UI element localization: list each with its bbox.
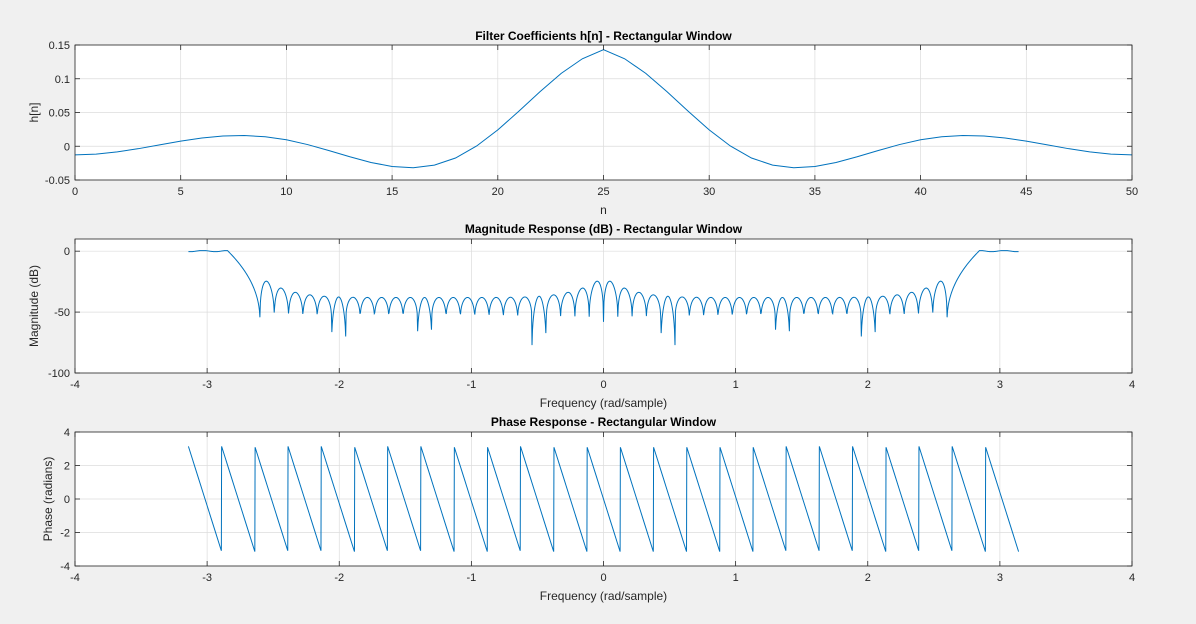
x-tick-label: 40 (914, 186, 926, 198)
x-tick-label: 3 (997, 379, 1003, 391)
x-tick-label: 0 (600, 379, 606, 391)
x-tick-label: -3 (202, 379, 212, 391)
subplot-magnitude: -4 -3 -2 -1 0 1 2 3 4 -100 -50 0 Magnitude Respons… (27, 222, 1135, 410)
y-tick-label: 2 (64, 461, 70, 473)
y-tick-label: -50 (54, 307, 70, 319)
x-ticks: -4 -3 -2 -1 0 1 2 3 4 (70, 432, 1135, 584)
y-tick-label: 0.15 (49, 40, 70, 52)
y-tick-label: 0.1 (55, 74, 70, 86)
x-ticks: -4 -3 -2 -1 0 1 2 3 4 (70, 239, 1135, 391)
x-tick-label: -2 (334, 572, 344, 584)
y-ticks: -0.05 0 0.05 0.1 0.15 (45, 40, 1132, 187)
y-tick-label: 4 (64, 427, 70, 439)
x-tick-label: 10 (280, 186, 292, 198)
x-tick-label: 1 (733, 572, 739, 584)
x-tick-label: 0 (72, 186, 78, 198)
x-tick-label: -4 (70, 379, 80, 391)
y-tick-label: -0.05 (45, 175, 70, 187)
y-tick-label: -2 (60, 528, 70, 540)
y-tick-label: 0 (64, 141, 70, 153)
x-tick-label: 2 (865, 379, 871, 391)
x-tick-label: 30 (703, 186, 715, 198)
plot-title: Magnitude Response (dB) - Rectangular Wi… (465, 222, 743, 236)
x-tick-label: 4 (1129, 572, 1135, 584)
x-ticks: 0 5 10 15 20 25 30 35 40 45 50 (72, 45, 1138, 198)
x-axis-label: Frequency (rad/sample) (540, 589, 667, 603)
y-tick-label: -4 (60, 561, 70, 573)
y-tick-label: 0 (64, 246, 70, 258)
y-tick-label: 0 (64, 494, 70, 506)
y-tick-label: -100 (48, 368, 70, 380)
x-tick-label: -4 (70, 572, 80, 584)
plot-title: Phase Response - Rectangular Window (491, 415, 717, 429)
y-tick-label: 0.05 (49, 108, 70, 120)
x-tick-label: -2 (334, 379, 344, 391)
x-tick-label: 4 (1129, 379, 1135, 391)
x-tick-label: -3 (202, 572, 212, 584)
phase-line (187, 446, 1020, 552)
x-tick-label: 25 (597, 186, 609, 198)
y-axis-label: Phase (radians) (41, 457, 55, 542)
x-tick-label: 5 (178, 186, 184, 198)
x-tick-label: 45 (1020, 186, 1032, 198)
plot-title: Filter Coefficients h[n] - Rectangular W… (475, 29, 732, 43)
x-tick-label: -1 (466, 379, 476, 391)
x-tick-label: 0 (600, 572, 606, 584)
subplot-phase: -4 -3 -2 -1 0 1 2 3 4 -4 -2 0 2 4 Phase Response - R… (41, 415, 1135, 603)
x-tick-label: -1 (466, 572, 476, 584)
x-tick-label: 15 (386, 186, 398, 198)
magnitude-line (188, 250, 1019, 346)
x-axis-label: n (600, 203, 607, 217)
y-axis-label: h[n] (27, 102, 41, 122)
y-axis-label: Magnitude (dB) (27, 265, 41, 347)
x-tick-label: 35 (809, 186, 821, 198)
x-tick-label: 20 (492, 186, 504, 198)
x-tick-label: 50 (1126, 186, 1138, 198)
y-ticks: -4 -2 0 2 4 (60, 427, 1132, 573)
x-tick-label: 1 (733, 379, 739, 391)
x-axis-label: Frequency (rad/sample) (540, 396, 667, 410)
y-ticks: -100 -50 0 (48, 246, 1132, 380)
x-tick-label: 2 (865, 572, 871, 584)
x-tick-label: 3 (997, 572, 1003, 584)
